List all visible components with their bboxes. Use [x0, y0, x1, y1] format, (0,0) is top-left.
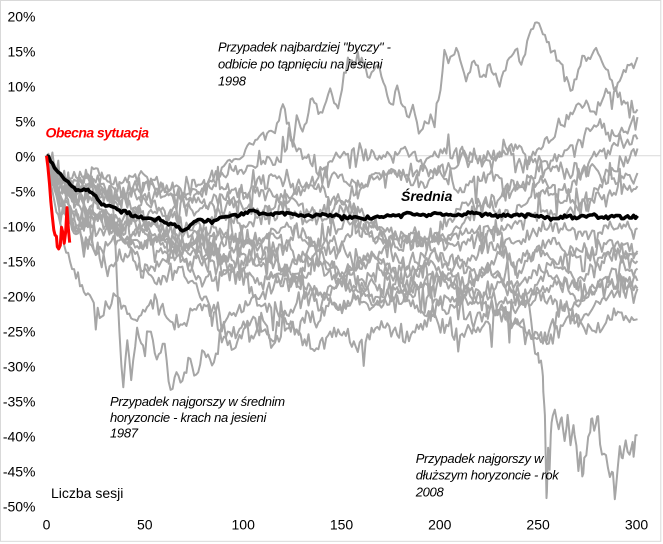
svg-text:0: 0: [43, 516, 51, 532]
svg-text:Liczba sesji: Liczba sesji: [51, 485, 123, 501]
svg-text:1987: 1987: [110, 426, 139, 441]
svg-text:2008: 2008: [415, 484, 445, 499]
svg-text:-20%: -20%: [3, 289, 36, 305]
svg-text:-50%: -50%: [3, 499, 36, 515]
svg-text:horyzoncie - krach na jesieni: horyzoncie - krach na jesieni: [110, 410, 267, 425]
svg-text:0%: 0%: [15, 149, 35, 165]
svg-text:-10%: -10%: [3, 219, 36, 235]
svg-text:Przypadek najgorszy w: Przypadek najgorszy w: [416, 451, 545, 466]
svg-text:10%: 10%: [7, 79, 35, 95]
svg-text:-30%: -30%: [3, 359, 36, 375]
svg-text:dłuższym horyzoncie - rok: dłuższym horyzoncie - rok: [416, 468, 561, 483]
svg-text:15%: 15%: [7, 44, 35, 60]
svg-text:Obecna sytuacja: Obecna sytuacja: [46, 125, 150, 141]
svg-text:5%: 5%: [15, 114, 35, 130]
svg-text:200: 200: [428, 516, 452, 532]
svg-text:Przypadek najbardziej "byczy": Przypadek najbardziej "byczy" -: [218, 40, 392, 55]
svg-text:50: 50: [137, 516, 153, 532]
svg-text:-40%: -40%: [3, 429, 36, 445]
svg-text:20%: 20%: [7, 9, 35, 25]
svg-text:100: 100: [232, 516, 256, 532]
svg-text:250: 250: [526, 516, 550, 532]
svg-text:-25%: -25%: [3, 324, 36, 340]
svg-text:300: 300: [625, 516, 649, 532]
svg-text:Średnia: Średnia: [401, 187, 453, 204]
svg-text:-15%: -15%: [3, 254, 36, 270]
svg-text:1998: 1998: [218, 74, 247, 89]
svg-text:odbicie po tąpnięciu na jesien: odbicie po tąpnięciu na jesieni: [218, 57, 384, 72]
svg-text:-35%: -35%: [3, 394, 36, 410]
svg-text:Przypadek najgorszy w średnim: Przypadek najgorszy w średnim: [110, 394, 285, 409]
svg-text:-45%: -45%: [3, 464, 36, 480]
svg-text:-5%: -5%: [11, 184, 36, 200]
svg-text:150: 150: [330, 516, 354, 532]
